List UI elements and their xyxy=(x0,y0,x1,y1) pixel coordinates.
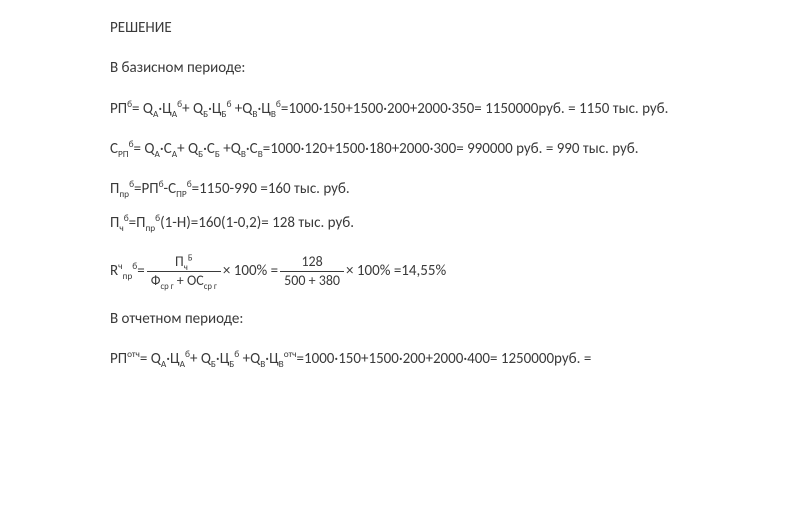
p-pr-b-calc: 1150-990 xyxy=(199,180,257,198)
crp-b-k: 990 тыс. руб. xyxy=(557,140,639,158)
r-frac-2: 128 500 + 380 xyxy=(278,254,346,289)
r-frac1-den-plus: + ОС xyxy=(174,272,204,289)
crp-base-line: СРПб= QА·СА+ QБ·СБ +QВ·СВ=1000·120+1500·… xyxy=(110,139,769,159)
heading: РЕШЕНИЕ xyxy=(110,18,769,38)
r-frac2-num: 128 xyxy=(297,254,326,271)
p-ch-b-result: 128 тыс. руб. xyxy=(272,214,354,232)
p-pr-b-result: 160 тыс. руб. xyxy=(268,180,350,198)
r-frac2-den: 500 + 380 xyxy=(280,271,344,289)
section-report-period: В отчетном периоде: xyxy=(110,309,769,329)
r-tail: × 100% =14,55% xyxy=(346,261,446,281)
rp-b-rub: 1150000руб. xyxy=(485,100,565,118)
rp-otc-rub: 1250000руб. xyxy=(501,350,581,368)
rp-b-calc: 1000·150+1500·200+2000·350 xyxy=(288,100,474,118)
document-page: РЕШЕНИЕ В базисном периоде: РПб= QА·ЦАб+… xyxy=(0,0,809,369)
rp-base-line: РПб= QА·ЦАб+ QБ·ЦБб +QВ·ЦВб=1000·150+150… xyxy=(110,99,769,119)
r-frac1-num-sup: Б xyxy=(188,253,193,263)
r-times-1: × 100% = xyxy=(223,261,278,281)
r-frac1-den-a-sub: ср г xyxy=(160,281,173,291)
p-pr-base-line: Ппрб=РПб-СПРб=1150-990 =160 тыс. руб. xyxy=(110,179,769,199)
r-line: Rчпрб= ПчБ Фср г + ОСср г × 100% = 128 5… xyxy=(110,254,769,289)
rp-otc-calc: 1000·150+1500·200+2000·400 xyxy=(304,350,490,368)
crp-b-rub: 990000 руб. xyxy=(467,140,542,158)
crp-b-calc: 1000·120+1500·180+2000·300 xyxy=(270,140,456,158)
rp-b-k: 1150 тыс. руб. xyxy=(579,100,668,118)
rp-otc-tail: = xyxy=(584,350,591,368)
p-ch-base-line: Пчб=Ппрб(1-Н)=160(1-0,2)= 128 тыс. руб. xyxy=(110,213,769,233)
section-base-period: В базисном периоде: xyxy=(110,58,769,78)
r-frac1-den-b-sub: ср г xyxy=(204,281,217,291)
p-ch-b-calc: 160(1-0,2) xyxy=(198,214,261,232)
r-lhs: Rчпрб= xyxy=(110,261,145,281)
r-frac-1: ПчБ Фср г + ОСср г xyxy=(145,254,223,289)
rp-report-line: РПотч= QА·ЦАб+ QБ·ЦБб +QВ·ЦВотч=1000·150… xyxy=(110,349,769,369)
